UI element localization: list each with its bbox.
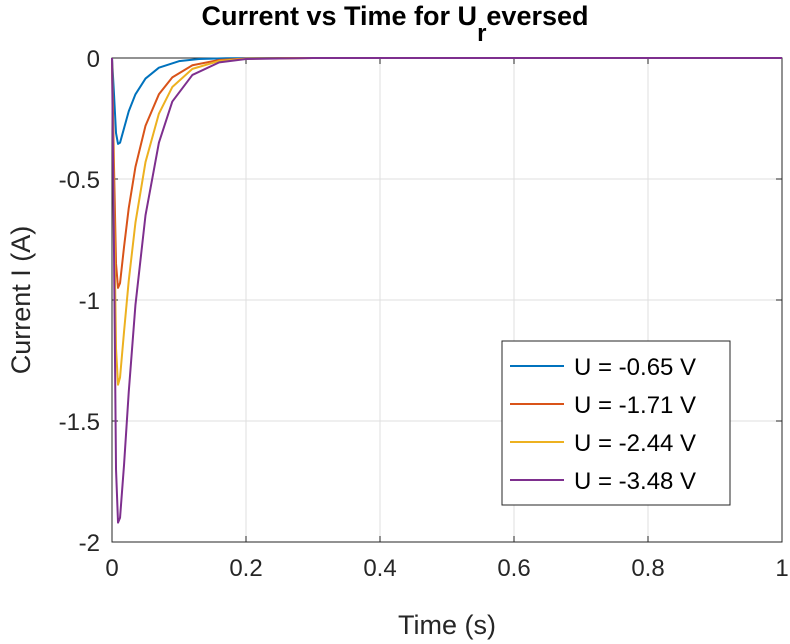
y-axis-label: Current I (A)	[6, 226, 36, 375]
y-tick-label: 0	[87, 46, 100, 73]
series-line-4	[111, 57, 782, 524]
y-tick-label: -1.5	[59, 409, 100, 436]
x-tick-label: 0.6	[497, 555, 530, 582]
series-line-1	[111, 57, 782, 145]
legend-label: U = -2.44 V	[574, 430, 696, 457]
y-tick-label: -2	[79, 530, 100, 557]
x-tick-label: 0.8	[631, 555, 664, 582]
chart-title-suffix: eversed	[486, 1, 589, 31]
legend-box	[501, 340, 731, 506]
chart-title-text: Current vs Time for U	[201, 1, 478, 31]
y-tick-label: -1	[79, 288, 100, 315]
y-tick-label: -0.5	[59, 167, 100, 194]
chart-title: Current vs Time for Ureversed	[0, 0, 790, 46]
axis-ticks: 0 0.2 0.4 0.6 0.8 1 -2 -1.5 -1 -0.5 0	[59, 46, 789, 582]
legend-label: U = -3.48 V	[574, 468, 696, 495]
series-line-3	[111, 57, 782, 386]
x-axis-label: Time (s)	[398, 610, 496, 640]
series-line-2	[111, 57, 782, 289]
x-tick-label: 0.2	[229, 555, 262, 582]
x-tick-label: 0.4	[363, 555, 396, 582]
legend-label: U = -1.71 V	[574, 392, 696, 419]
chart-title-subscript: r	[477, 20, 487, 47]
series-lines	[111, 57, 782, 524]
legend-label: U = -0.65 V	[574, 354, 696, 381]
x-tick-label: 0	[105, 555, 118, 582]
x-tick-label: 1	[775, 555, 788, 582]
legend: U = -0.65 V U = -1.71 V U = -2.44 V U = -3.…	[501, 340, 731, 506]
